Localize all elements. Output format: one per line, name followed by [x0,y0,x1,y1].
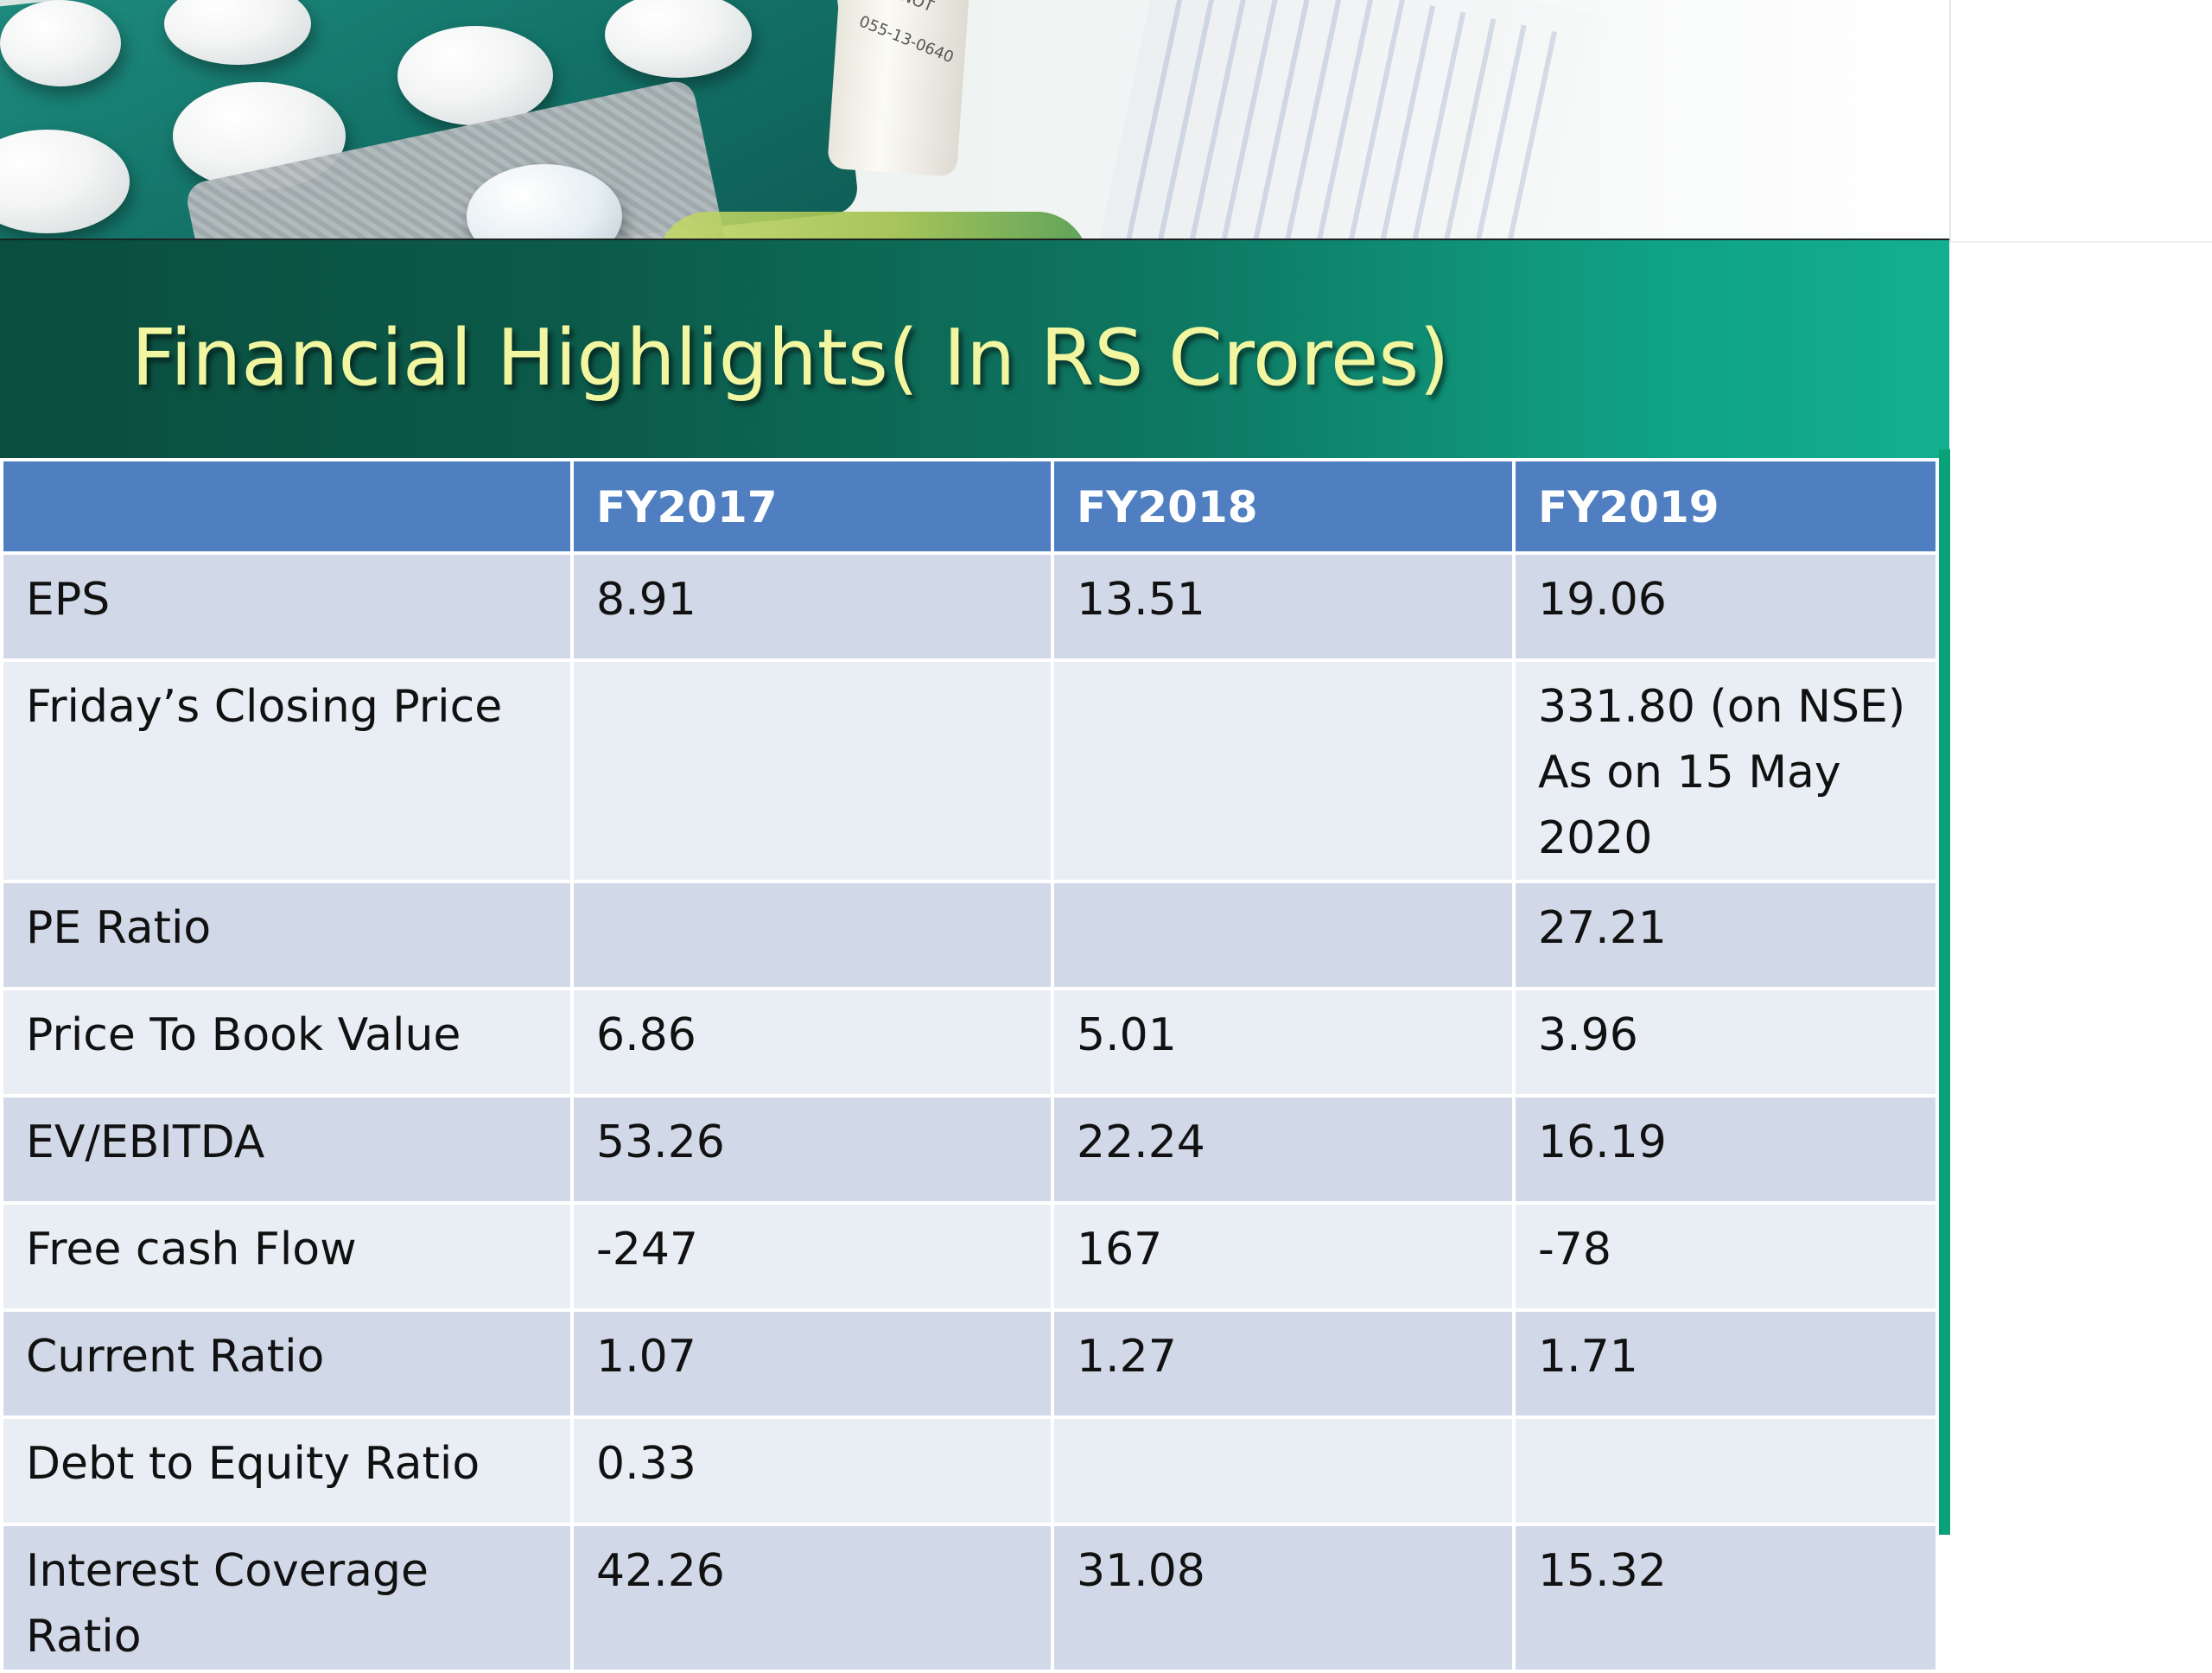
table-row: PE Ratio 27.21 [0,880,1939,990]
cell-fy2017: 53.26 [570,1094,1054,1205]
row-label: Free cash Flow [0,1201,574,1312]
cell-fy2019: 16.19 [1512,1094,1939,1205]
title-band [0,240,1949,458]
table-header-row: FY2017 FY2018 FY2019 [0,458,1939,555]
header-cell-fy2019: FY2019 [1512,458,1939,555]
header-cell-fy2018: FY2018 [1051,458,1516,555]
pill-image [164,0,311,65]
table-row: Interest Coverage Ratio 42.26 31.08 15.3… [0,1523,1939,1673]
table-row: Friday’s Closing Price 331.80 (on NSE) A… [0,658,1939,883]
cell-fy2017: -247 [570,1201,1054,1312]
pill-image [605,0,752,78]
row-label: Interest Coverage Ratio [0,1523,574,1673]
row-label: EPS [0,551,574,662]
slide-title: Financial Highlights( In RS Crores) [131,313,1450,404]
cell-fy2018: 5.01 [1051,987,1516,1097]
row-label: Current Ratio [0,1308,574,1419]
row-label: PE Ratio [0,880,574,990]
row-label: Price To Book Value [0,987,574,1097]
table-row: Debt to Equity Ratio 0.33 [0,1415,1939,1526]
cell-fy2018: 13.51 [1051,551,1516,662]
table-row: Free cash Flow -247 167 -78 [0,1201,1939,1312]
right-divider [1949,0,1951,242]
cell-fy2018: 1.27 [1051,1308,1516,1419]
row-label: Debt to Equity Ratio [0,1415,574,1526]
row-label: Friday’s Closing Price [0,658,574,883]
row-label: EV/EBITDA [0,1094,574,1205]
cell-fy2019: 3.96 [1512,987,1939,1097]
cell-fy2018: 167 [1051,1201,1516,1312]
header-cell-fy2017: FY2017 [570,458,1054,555]
cell-fy2017: 42.26 [570,1523,1054,1673]
financial-highlights-table: FY2017 FY2018 FY2019 EPS 8.91 13.51 19.0… [0,458,1939,1673]
header-cell-metric [0,458,574,555]
pill-image [0,130,130,233]
right-horizontal-divider [1949,241,2212,243]
pill-image [0,0,121,86]
table-row: Current Ratio 1.07 1.27 1.71 [0,1308,1939,1419]
cell-fy2019: 15.32 [1512,1523,1939,1673]
cell-fy2019 [1512,1415,1939,1526]
cell-fy2017: 1.07 [570,1308,1054,1419]
cell-fy2019: 331.80 (on NSE) As on 15 May 2020 [1512,658,1939,883]
table-row: Price To Book Value 6.86 5.01 3.96 [0,987,1939,1097]
cell-fy2017 [570,658,1054,883]
cell-fy2017 [570,880,1054,990]
cell-fy2018 [1051,880,1516,990]
cell-fy2018: 31.08 [1051,1523,1516,1673]
cell-fy2019: 1.71 [1512,1308,1939,1419]
cell-fy2019: 19.06 [1512,551,1939,662]
cell-fy2017: 8.91 [570,551,1054,662]
table-row: EV/EBITDA 53.26 22.24 16.19 [0,1094,1939,1205]
cell-fy2017: 6.86 [570,987,1054,1097]
cell-fy2018: 22.24 [1051,1094,1516,1205]
bottle-image: DO NOT 055-13-0640 [827,0,970,177]
photo-divider [0,239,1949,241]
pill-image [397,26,553,125]
cell-fy2017: 0.33 [570,1415,1054,1526]
table-row: EPS 8.91 13.51 19.06 [0,551,1939,662]
cell-fy2018 [1051,1415,1516,1526]
cell-fy2019: 27.21 [1512,880,1939,990]
accent-stripe [1939,449,1950,1535]
cell-fy2018 [1051,658,1516,883]
cell-fy2019: -78 [1512,1201,1939,1312]
